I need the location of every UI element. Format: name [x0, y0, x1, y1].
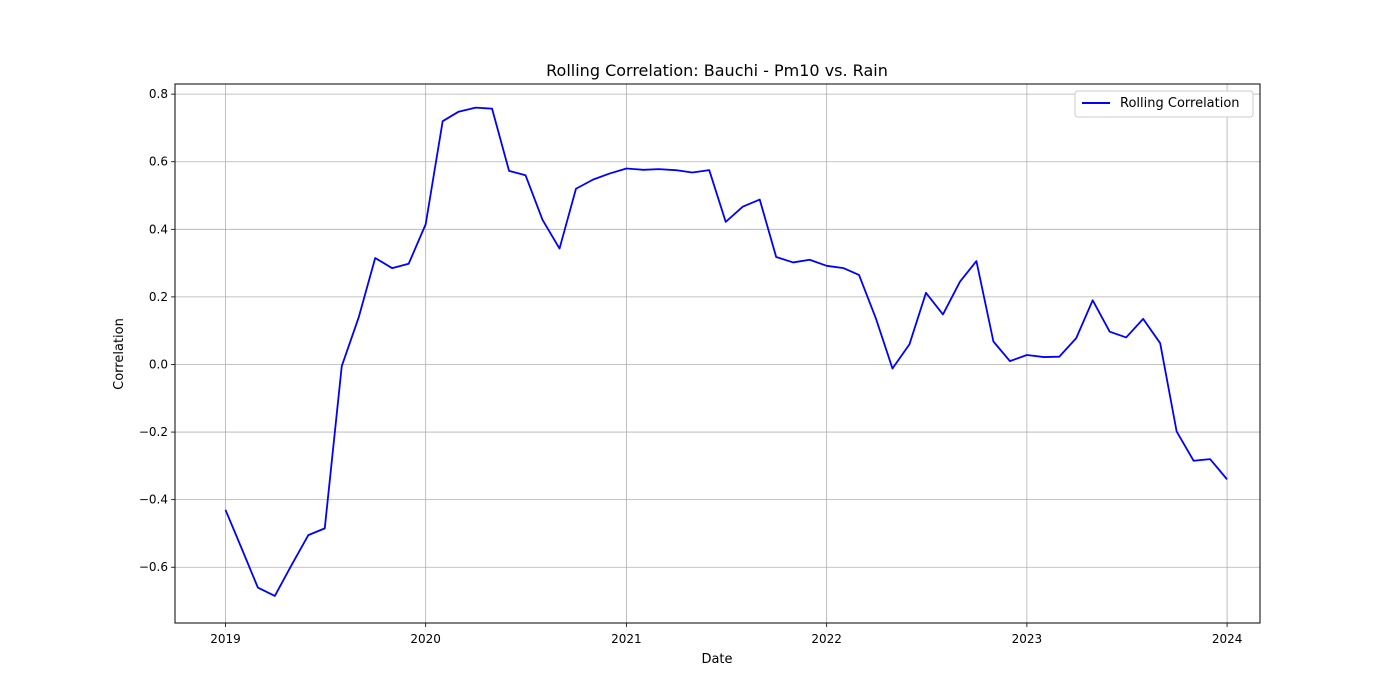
y-tick-label: 0.2 [149, 290, 168, 304]
y-tick-label: 0.6 [149, 155, 168, 169]
legend-label: Rolling Correlation [1120, 96, 1240, 111]
x-tick-label: 2019 [210, 632, 241, 646]
x-tick-label: 2021 [611, 632, 642, 646]
x-axis-label: Date [701, 652, 732, 667]
axis-ticks: 2019 2020 2021 2022 2023 2024 −0.6 −0.4 −0.2 0.0 0… [139, 87, 1243, 646]
y-tick-label: 0.4 [149, 222, 168, 236]
y-axis-label: Correlation [112, 318, 127, 390]
legend: Rolling Correlation [1074, 90, 1254, 118]
x-tick-label: 2023 [1012, 632, 1043, 646]
legend-box [1074, 90, 1254, 118]
y-tick-label: −0.4 [139, 493, 168, 507]
chart-title: Rolling Correlation: Bauchi - Pm10 vs. R… [546, 61, 888, 80]
grid [175, 84, 1260, 623]
y-tick-label: 0.0 [149, 357, 168, 371]
y-tick-label: 0.8 [149, 87, 168, 101]
y-tick-label: −0.2 [139, 425, 168, 439]
x-tick-label: 2024 [1212, 632, 1243, 646]
series-line-rolling-correlation [224, 106, 1228, 597]
plot-frame [174, 83, 1261, 624]
x-tick-label: 2020 [410, 632, 441, 646]
series-layer [224, 106, 1228, 597]
y-tick-label: −0.6 [139, 560, 168, 574]
x-tick-label: 2022 [811, 632, 842, 646]
